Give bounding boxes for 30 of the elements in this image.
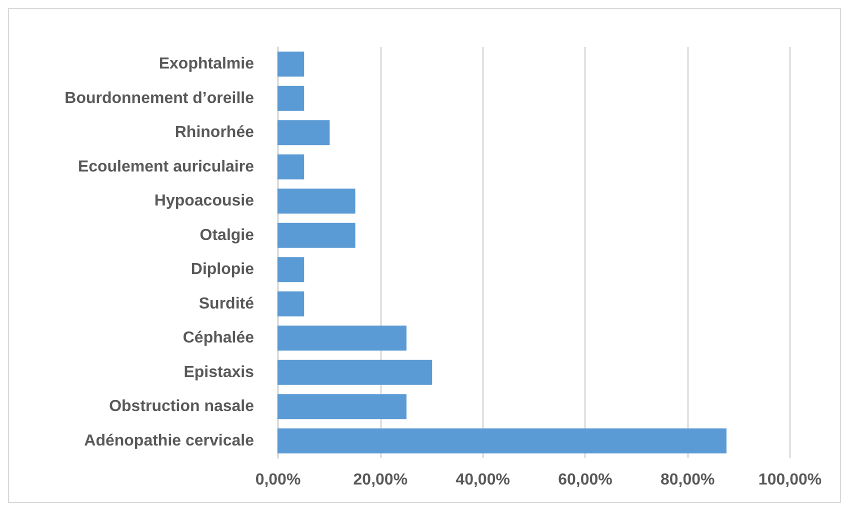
bar (278, 188, 356, 214)
bar (278, 394, 406, 420)
y-tick-label: Hypoacousie (154, 192, 254, 210)
bar (278, 291, 304, 316)
y-tick-label: Obstruction nasale (109, 398, 254, 416)
y-tick-label: Diplopie (190, 261, 254, 278)
bar (278, 360, 432, 385)
bar (278, 222, 356, 248)
x-tick-label: 100,00% (758, 472, 822, 488)
x-tick-label: 20,00% (353, 472, 408, 488)
x-tick-label: 40,00% (456, 472, 510, 488)
y-tick-label: Exophtalmie (158, 56, 254, 73)
bar (278, 326, 406, 351)
y-tick-label: Surdité (198, 295, 254, 312)
bar (278, 52, 304, 77)
bar (278, 257, 304, 282)
y-tick-label: Rhinorhée (174, 124, 254, 142)
y-tick-label: Bourdonnement d’oreille (64, 90, 254, 107)
y-tick-label: Epistaxis (184, 364, 254, 381)
x-tick-label: 80,00% (660, 472, 715, 488)
x-tick-label: 0,00% (255, 472, 301, 488)
y-tick-label: Céphalée (182, 330, 254, 347)
bar (278, 154, 304, 180)
y-tick-label: Otalgie (200, 226, 254, 244)
bar (278, 120, 330, 146)
y-tick-label: Adénopathie cervicale (84, 432, 254, 450)
bar (278, 428, 726, 454)
x-tick-label: 60,00% (558, 472, 612, 488)
y-tick-label: Ecoulement auriculaire (78, 158, 254, 176)
bar (278, 86, 304, 111)
